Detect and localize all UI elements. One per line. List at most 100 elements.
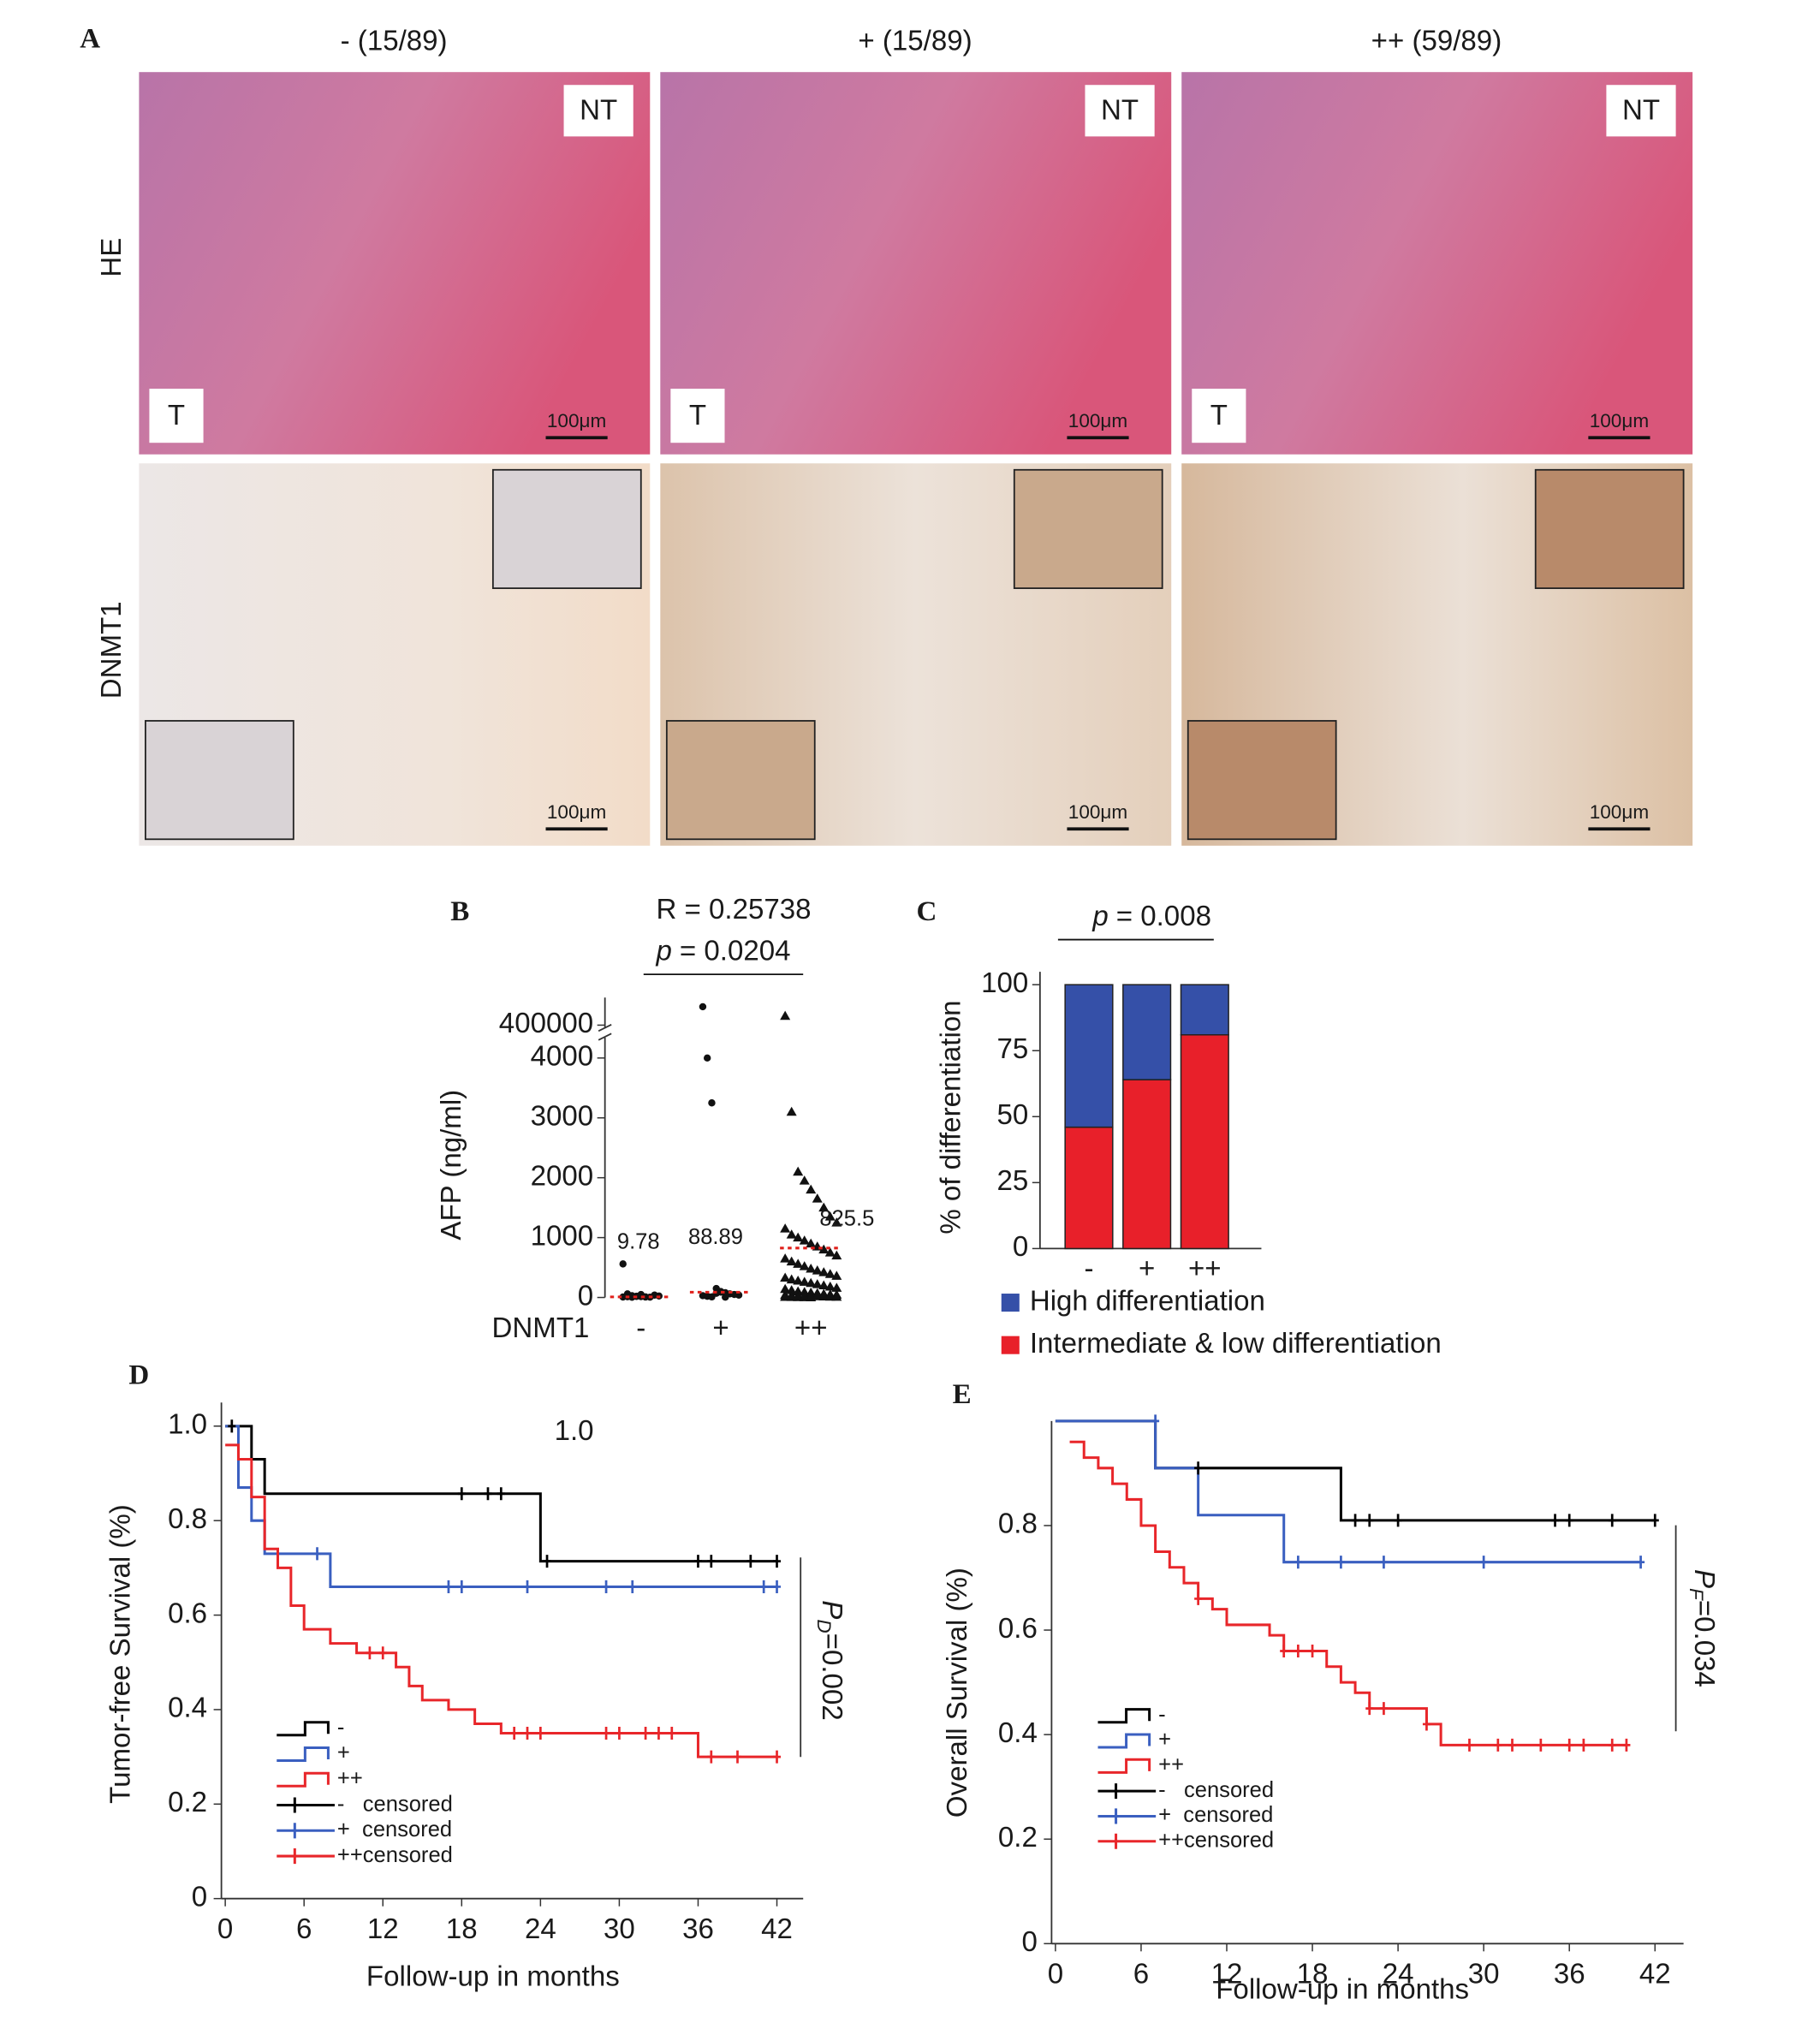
- legend-label: High differentiation: [1030, 1285, 1265, 1317]
- censor-mark: [366, 1646, 374, 1660]
- median-label: 825.5: [819, 1206, 874, 1230]
- y-tick-label: 0.8: [168, 1503, 207, 1535]
- bar-segment: [1122, 1079, 1172, 1250]
- data-point: [818, 1267, 830, 1276]
- column-header: ++ (59/89): [1371, 25, 1502, 57]
- censor-mark: [1565, 1514, 1573, 1527]
- data-point: [799, 1235, 810, 1245]
- region-label: NT: [1101, 95, 1139, 127]
- data-point: [824, 1247, 836, 1257]
- y-axis-label: % of differentiation: [935, 1000, 967, 1234]
- censor-mark: [1151, 1414, 1160, 1428]
- censor-mark: [523, 1727, 532, 1740]
- data-point: [824, 1269, 836, 1278]
- x-tick-label: ++: [794, 1312, 828, 1344]
- censor-mark: [773, 1750, 782, 1764]
- y-tick-label: 0.8: [998, 1508, 1038, 1540]
- censor-mark: [759, 1580, 768, 1593]
- data-point: [812, 1291, 823, 1300]
- p-symbol: p: [1091, 901, 1108, 932]
- p-text: = 0.008: [1116, 901, 1211, 932]
- region-label: NT: [580, 95, 617, 127]
- censor-mark: [536, 1727, 544, 1740]
- scale-bar-label: 100μm: [547, 410, 606, 431]
- legend-swatch: [1097, 1758, 1151, 1774]
- y-tick-label: 0.2: [998, 1822, 1038, 1853]
- inset: [491, 468, 642, 590]
- censor-mark: [1194, 1592, 1203, 1605]
- legend-label: +: [337, 1741, 350, 1765]
- censor-mark: [1479, 1556, 1488, 1569]
- censor-mark: [1422, 1717, 1430, 1731]
- y-tick-label: 3000: [531, 1100, 594, 1132]
- y-tick-label: 1000: [531, 1220, 594, 1252]
- censor-mark: [313, 1547, 322, 1561]
- legend-label: - censored: [337, 1792, 453, 1816]
- censor-mark: [668, 1727, 676, 1740]
- data-point: [831, 1270, 842, 1280]
- stat-label: R = 0.25738: [656, 894, 811, 925]
- data-point: [786, 1256, 797, 1266]
- censor-mark: [378, 1646, 387, 1660]
- y-tick-label: 2000: [531, 1160, 594, 1192]
- data-point: [831, 1291, 842, 1301]
- x-tick-label: 42: [1639, 1959, 1671, 1990]
- survival-curve: [1069, 1440, 1627, 1746]
- censor-mark: [1650, 1514, 1659, 1527]
- y-tick-label: 100: [981, 967, 1028, 999]
- panel-label: C: [917, 896, 937, 927]
- legend-label: -: [337, 1716, 345, 1740]
- y-tick-label: 0: [192, 1881, 207, 1913]
- legend-label: Intermediate & low differentiation: [1030, 1328, 1442, 1360]
- bar-segment: [1122, 984, 1172, 1080]
- p-symbol: P: [816, 1600, 848, 1619]
- region-label: NT: [1622, 95, 1660, 127]
- x-tick-label: 0: [217, 1913, 233, 1945]
- y-tick-label: 50: [997, 1099, 1029, 1131]
- y-tick-label: 0: [578, 1280, 593, 1312]
- censor-mark: [1351, 1514, 1359, 1527]
- censor-mark: [1294, 1556, 1302, 1569]
- x-tick-label: 6: [1133, 1959, 1149, 1990]
- censor-mark: [1294, 1644, 1302, 1657]
- data-point: [818, 1280, 830, 1290]
- inset: [1534, 468, 1685, 590]
- region-box: [1192, 389, 1246, 443]
- p-subscript: D: [813, 1619, 835, 1633]
- p-symbol: p: [655, 935, 671, 967]
- data-point: [824, 1281, 836, 1291]
- legend-label: ++censored: [337, 1843, 453, 1867]
- inset: [1013, 468, 1163, 590]
- x-axis-label: Follow-up in months: [1216, 1974, 1469, 2006]
- bar-segment: [1180, 984, 1229, 1036]
- region-label: T: [1210, 400, 1228, 431]
- y-tick-label: 0: [1013, 1231, 1028, 1263]
- censor-mark: [1465, 1738, 1473, 1752]
- bar-segment: [1064, 984, 1114, 1128]
- x-tick-label: -: [636, 1312, 645, 1344]
- x-axis-label: Follow-up in months: [366, 1961, 620, 1993]
- data-point: [812, 1193, 823, 1203]
- censor-mark: [1308, 1644, 1317, 1657]
- row-label: DNMT1: [96, 601, 128, 699]
- panel-label: B: [450, 896, 469, 927]
- median-label: 9.78: [617, 1229, 660, 1253]
- y-tick-label: 0.4: [168, 1693, 207, 1724]
- survival-curve: [1055, 1419, 1641, 1564]
- data-point: [793, 1166, 804, 1176]
- legend-swatch: [1097, 1783, 1157, 1800]
- censor-mark: [1379, 1702, 1388, 1716]
- region-label: T: [168, 400, 185, 431]
- censor-mark: [1608, 1738, 1616, 1752]
- region-box: [149, 389, 204, 443]
- x-tick-label: 6: [296, 1913, 312, 1945]
- data-point: [786, 1292, 797, 1301]
- y-axis-label: Tumor-free Survival (%): [105, 1504, 137, 1804]
- legend-swatch: [277, 1771, 330, 1788]
- data-point: [641, 1293, 650, 1301]
- data-point: [799, 1175, 810, 1185]
- scale-bar-label: 100μm: [1068, 410, 1127, 431]
- data-point: [793, 1232, 804, 1242]
- annotation: 1.0: [555, 1415, 594, 1447]
- survival-curve: [225, 1425, 777, 1588]
